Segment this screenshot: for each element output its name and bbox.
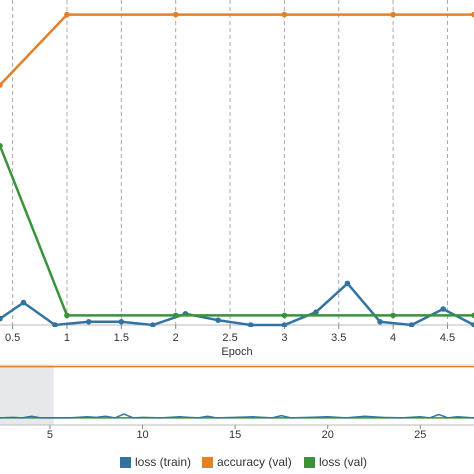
point [0, 315, 3, 322]
x-tick-label: 0.5 [5, 332, 20, 344]
point [172, 312, 179, 319]
point [471, 312, 474, 319]
point [377, 319, 383, 325]
point [281, 11, 288, 18]
point [247, 322, 254, 327]
x-tick-label: 15 [229, 429, 241, 441]
point [118, 319, 125, 325]
legend-label: loss (val) [319, 455, 367, 469]
series-line [0, 281, 474, 327]
x-tick-label: 3.5 [331, 332, 346, 344]
point [471, 322, 474, 327]
series-group [0, 11, 474, 327]
point [52, 322, 58, 327]
x-tick-label: 4 [390, 332, 396, 344]
point [471, 11, 474, 18]
x-tick-label: 20 [322, 429, 334, 441]
series-line [0, 413, 474, 419]
point [344, 280, 351, 287]
point [281, 322, 288, 327]
point [150, 322, 156, 327]
x-tick-label: 2 [173, 332, 179, 344]
legend-swatch [304, 457, 315, 468]
x-tick-label: 5 [47, 429, 53, 441]
x-tick-label: 1.5 [114, 332, 129, 344]
point [313, 309, 319, 316]
point [64, 11, 70, 18]
point [390, 312, 396, 319]
selection [0, 365, 54, 425]
x-tick-label: 25 [414, 429, 426, 441]
x-axis-label: Epoch [221, 346, 252, 358]
point [64, 312, 70, 319]
series-group [0, 365, 474, 419]
legend-swatch [120, 457, 131, 468]
x-tick-label: 2.5 [222, 332, 237, 344]
series-line [0, 145, 474, 317]
point [0, 143, 3, 149]
point [440, 306, 446, 312]
point [0, 82, 3, 88]
x-tick-label: 10 [136, 429, 148, 441]
x-tick-label: 4.5 [440, 332, 455, 344]
point [390, 11, 396, 18]
point [281, 312, 288, 319]
legend-label: accuracy (val) [217, 455, 292, 469]
x-tick-label: 3 [281, 332, 287, 344]
series-line [0, 13, 474, 86]
legend-label: loss (train) [135, 455, 191, 469]
point [215, 317, 221, 324]
legend-swatch [202, 457, 213, 468]
point [408, 322, 415, 327]
x-tick-label: 1 [64, 332, 70, 344]
point [20, 299, 27, 306]
point [172, 11, 179, 18]
point [85, 319, 92, 325]
